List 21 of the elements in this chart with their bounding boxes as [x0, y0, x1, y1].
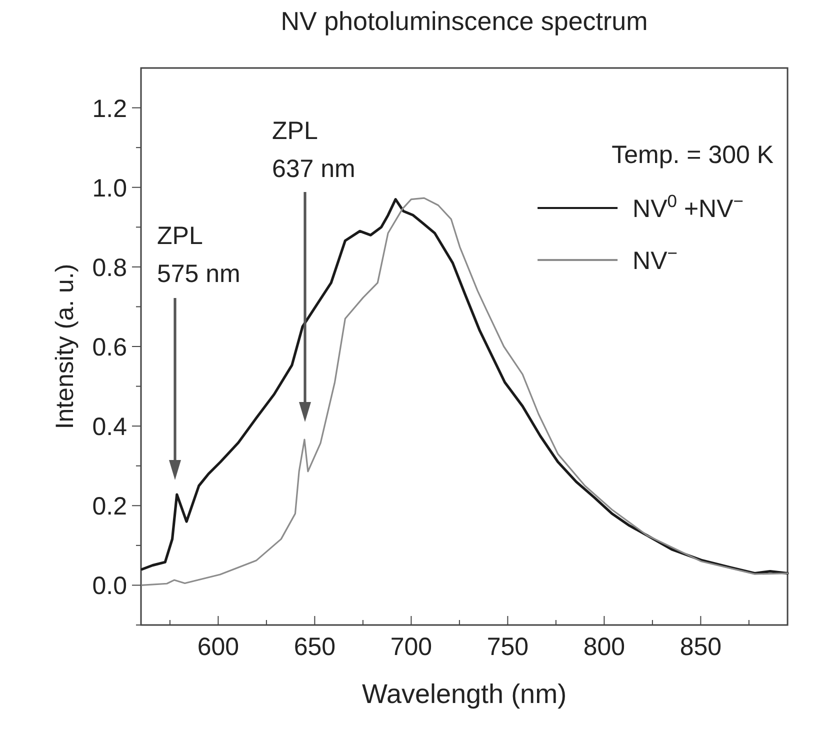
x-axis-title: Wavelength (nm)	[362, 679, 567, 709]
legend-label: NV$^{−}$	[632, 243, 678, 275]
y-tick-label: 0.2	[92, 492, 127, 521]
x-tick-label: 650	[294, 633, 336, 661]
legend-label: NV$^{0}$ +NV$^{−}$	[632, 191, 744, 223]
y-tick-label: 0.6	[92, 334, 127, 362]
annotation: ZPL 575 nm	[157, 222, 240, 288]
x-tick-label: 850	[680, 633, 722, 661]
y-tick-label: 0.0	[92, 572, 127, 600]
x-tick-label: 800	[583, 633, 626, 661]
annotation: Temp. = 300 K	[612, 141, 774, 169]
x-tick-label: 750	[486, 633, 529, 661]
chart-title: NV photoluminscence spectrum	[280, 6, 648, 36]
y-tick-label: 1.0	[92, 174, 127, 202]
y-tick-label: 0.8	[92, 254, 127, 282]
y-tick-label: 0.4	[92, 413, 128, 442]
annotation: ZPL 637 nm	[272, 117, 356, 183]
y-tick-label: 1.2	[92, 94, 127, 123]
x-tick-label: 700	[390, 633, 432, 661]
y-axis-title: Intensity (a. u.)	[51, 264, 79, 430]
x-tick-label: 600	[197, 633, 240, 661]
